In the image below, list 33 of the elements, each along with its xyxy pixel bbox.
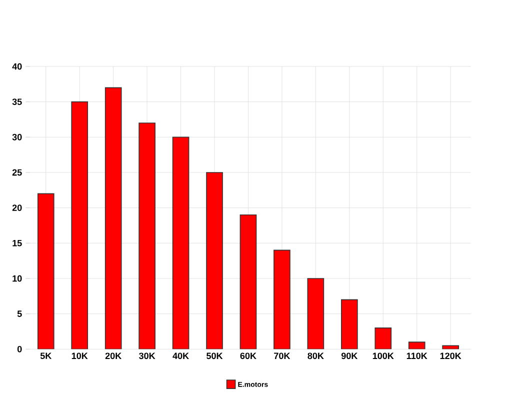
y-tick-label: 40 <box>12 63 22 70</box>
y-tick-label: 10 <box>12 275 22 282</box>
bar <box>274 250 290 350</box>
y-tick-label: 5 <box>17 310 22 317</box>
x-tick-label: 120K <box>440 352 462 360</box>
y-tick-label: 35 <box>12 98 22 105</box>
x-tick-label: 100K <box>372 352 394 360</box>
bar <box>240 214 257 350</box>
x-tick-label: 50K <box>206 352 223 360</box>
x-tick-label: 80K <box>308 352 324 360</box>
bar <box>340 299 358 350</box>
x-tick-label: 60K <box>240 352 256 360</box>
x-tick-label: 70K <box>274 352 290 360</box>
bar <box>307 278 324 350</box>
y-tick-label: 0 <box>17 346 22 352</box>
bar <box>71 101 88 350</box>
bar <box>172 136 190 350</box>
x-tick-label: 30K <box>138 352 156 360</box>
bar <box>138 122 156 350</box>
x-tick-label: 10K <box>72 352 88 360</box>
x-tick-label: 20K <box>105 352 122 360</box>
y-tick-label: 20 <box>12 204 22 211</box>
bar <box>374 327 392 350</box>
bar <box>37 193 54 350</box>
bar <box>206 172 223 350</box>
x-tick-label: 90K <box>341 352 358 360</box>
bar <box>104 87 122 350</box>
x-tick-label: 110K <box>406 352 428 360</box>
x-tick-label: 40K <box>172 352 189 360</box>
y-tick-label: 30 <box>12 134 22 140</box>
y-tick-label: 15 <box>12 240 22 246</box>
x-tick-label: 5K <box>40 352 52 359</box>
y-tick-label: 25 <box>12 169 22 176</box>
